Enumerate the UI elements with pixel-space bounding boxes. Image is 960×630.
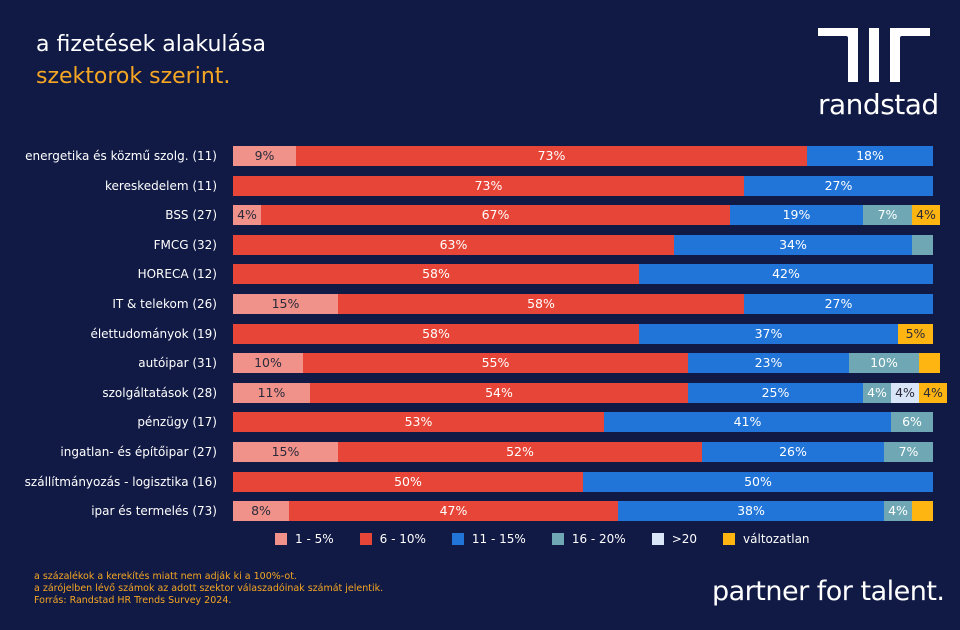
bar-segment: 34% [674, 234, 912, 255]
category-label: HORECA (12) [137, 267, 217, 282]
chart-title: a fizetések alakulása [36, 32, 266, 57]
bar-segment: 7% [884, 442, 933, 462]
bar-segment: 54% [310, 382, 688, 403]
bar-segment: 8% [233, 501, 289, 522]
bar-segment: 50% [583, 471, 933, 492]
bar-segment [912, 234, 933, 255]
legend-item: 16 - 20% [551, 532, 626, 546]
bar-segment: 10% [849, 353, 919, 374]
tagline: partner for talent. [712, 576, 945, 607]
legend-label: változatlan [743, 532, 810, 546]
legend: 1 - 5% 6 - 10% 11 - 15% 16 - 20% >20 változat… [275, 532, 836, 546]
brand-name: randstad [818, 88, 939, 121]
legend-label: 6 - 10% [379, 532, 426, 546]
legend-swatch [451, 533, 464, 545]
bar-segment: 4% [891, 382, 919, 403]
randstad-logo-icon [818, 28, 930, 82]
bar-segment: 37% [639, 323, 898, 344]
bar-segment: 73% [233, 175, 744, 196]
bar-segment: 52% [338, 442, 702, 462]
bar-segment: 73% [296, 146, 807, 166]
bar-segment [912, 501, 933, 522]
footnote: a százalékok a kerekítés miatt nem adják… [34, 571, 297, 582]
bar-segment: 58% [233, 323, 639, 344]
bar-segment: 7% [863, 205, 912, 226]
bar-segment: 47% [289, 501, 618, 522]
category-label: ipar és termelés (73) [91, 504, 217, 519]
bar-segment: 38% [618, 501, 884, 522]
bar-segment: 4% [912, 205, 940, 226]
bar-segment: 4% [884, 501, 912, 522]
bar-segment: 23% [688, 353, 849, 374]
bar-segment: 58% [338, 294, 744, 314]
bar-segment: 4% [233, 205, 261, 226]
bar-segment: 55% [303, 353, 688, 374]
category-label: pénzügy (17) [137, 415, 217, 430]
bar-segment: 27% [744, 175, 933, 196]
bar-segment: 41% [604, 412, 891, 433]
bar-segment: 25% [688, 382, 863, 403]
category-label: FMCG (32) [153, 237, 217, 252]
bar-segment: 50% [233, 471, 583, 492]
legend-swatch [551, 533, 564, 545]
footnotes: a százalékok a kerekítés miatt nem adják… [34, 571, 383, 607]
bar-segment: 5% [898, 323, 933, 344]
category-label: IT & telekom (26) [112, 297, 217, 311]
bar-segment: 15% [233, 294, 338, 314]
category-label: szállítmányozás - logisztika (16) [24, 474, 217, 489]
bar-segment: 10% [233, 353, 303, 374]
bar-segment: 58% [233, 264, 639, 285]
bar-segment: 67% [261, 205, 730, 226]
legend-label: 11 - 15% [471, 532, 526, 546]
chart-subtitle: szektorok szerint. [36, 64, 231, 89]
bar-segment: 11% [233, 382, 310, 403]
legend-swatch [651, 533, 664, 545]
bar-segment: 6% [891, 412, 933, 433]
bar-segment: 27% [744, 294, 933, 314]
footnote: a zárójelben lévő számok az adott szekto… [34, 583, 384, 594]
legend-item: 6 - 10% [359, 532, 426, 546]
category-label: élettudományok (19) [90, 326, 217, 341]
bar-segment: 9% [233, 146, 296, 166]
legend-swatch [275, 533, 287, 545]
bar-segment: 4% [863, 382, 891, 403]
bar-segment: 15% [233, 442, 338, 462]
legend-item: >20 [651, 532, 698, 546]
bar-segment: 26% [702, 442, 884, 462]
category-label: energetika és közmű szolg. (11) [25, 149, 217, 163]
legend-item: változatlan [723, 532, 810, 546]
legend-swatch [359, 533, 372, 545]
legend-item: 11 - 15% [451, 532, 526, 546]
bar-segment [919, 353, 940, 374]
legend-label: >20 [671, 532, 698, 546]
bar-segment: 63% [233, 234, 674, 255]
legend-label: 16 - 20% [571, 532, 626, 546]
bar-segment: 42% [639, 264, 933, 285]
category-label: BSS (27) [165, 208, 217, 223]
category-label: ingatlan- és építőipar (27) [60, 445, 217, 459]
bar-segment: 53% [233, 412, 604, 433]
category-label: kereskedelem (11) [105, 178, 217, 193]
source-note: Forrás: Randstad HR Trends Survey 2024. [34, 595, 232, 606]
bar-segment: 18% [807, 146, 933, 166]
category-label: szolgáltatások (28) [102, 385, 217, 400]
legend-swatch [723, 533, 736, 545]
bar-segment: 4% [919, 382, 947, 403]
bar-segment: 19% [730, 205, 863, 226]
legend-label: 1 - 5% [295, 532, 334, 546]
category-label: autóipar (31) [138, 356, 217, 371]
legend-item: 1 - 5% [275, 532, 334, 546]
